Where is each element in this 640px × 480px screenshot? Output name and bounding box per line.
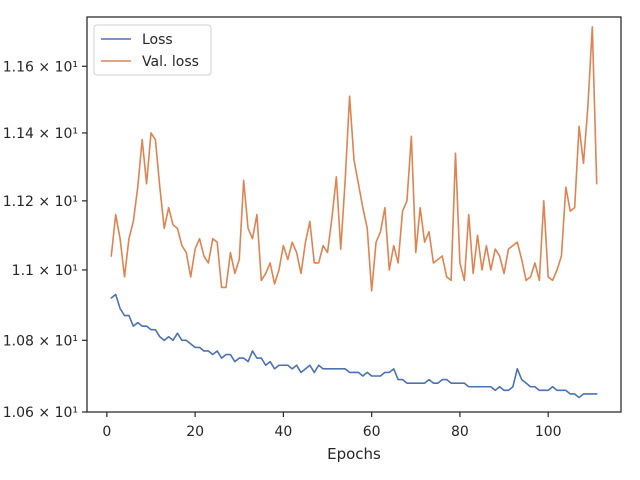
y-tick-label: 1.08 × 10¹ bbox=[3, 333, 78, 349]
legend-label-loss: Loss bbox=[142, 32, 173, 48]
plot-area bbox=[110, 25, 598, 399]
y-tick-label: 1.12 × 10¹ bbox=[3, 194, 78, 210]
y-tick-label: 1.1 × 10¹ bbox=[12, 263, 78, 279]
x-axis-label: Epochs bbox=[327, 445, 381, 463]
series-line-val-loss bbox=[110, 25, 598, 292]
x-tick-label: 100 bbox=[535, 424, 562, 440]
legend-box bbox=[93, 24, 212, 76]
plot-frame bbox=[86, 16, 622, 413]
x-tick-label: 80 bbox=[451, 424, 469, 440]
y-tick-label: 1.06 × 10¹ bbox=[3, 405, 78, 421]
x-tick-label: 40 bbox=[274, 424, 292, 440]
legend: Loss Val. loss bbox=[93, 24, 212, 76]
x-tick-label: 0 bbox=[102, 424, 111, 440]
legend-label-val-loss: Val. loss bbox=[142, 54, 199, 70]
x-tick-label: 60 bbox=[363, 424, 381, 440]
x-tick-label: 20 bbox=[186, 424, 204, 440]
x-axis: 0 20 40 60 80 100 bbox=[102, 412, 562, 440]
y-tick-label: 1.14 × 10¹ bbox=[3, 126, 78, 142]
series-line-loss bbox=[110, 293, 598, 399]
y-axis: 1.06 × 10¹ 1.08 × 10¹ 1.1 × 10¹ 1.12 × 10¹ 1… bbox=[3, 59, 87, 421]
y-tick-label: 1.16 × 10¹ bbox=[3, 59, 78, 75]
